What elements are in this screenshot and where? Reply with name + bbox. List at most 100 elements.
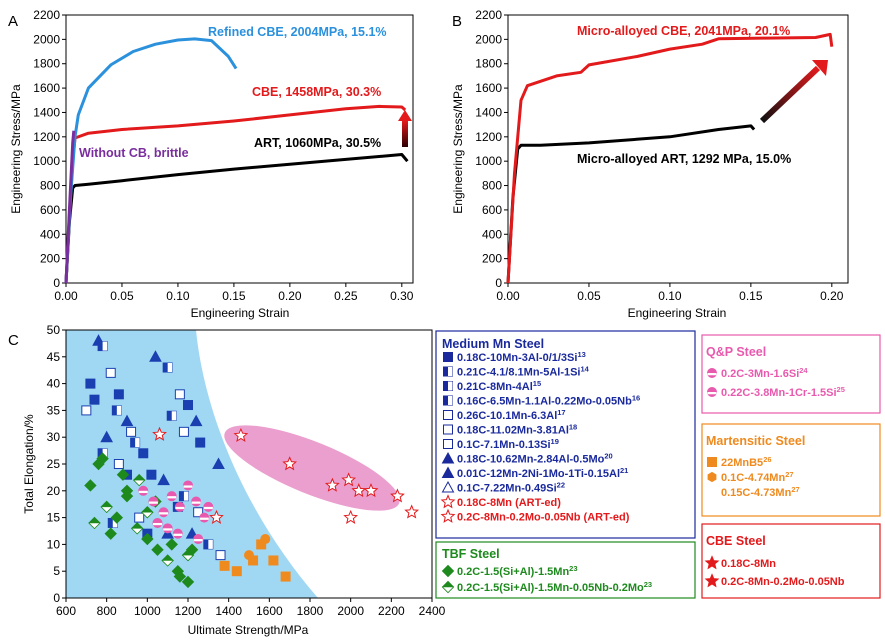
data-point — [105, 367, 116, 378]
x-tick-label: 0.25 — [334, 289, 358, 303]
data-point-half — [163, 528, 173, 531]
data-point-half — [183, 485, 193, 488]
y-tick-label: 800 — [482, 179, 502, 193]
data-point — [390, 488, 405, 503]
data-point — [280, 571, 291, 582]
data-point — [104, 527, 117, 540]
panel-label-a: A — [8, 13, 18, 30]
data-point — [704, 555, 720, 570]
data-point-half — [138, 490, 148, 494]
y-tick-label: 30 — [47, 430, 61, 444]
legend-item-label: 0.2C-1.5(Si+Al)-1.5Mn23 — [457, 564, 578, 579]
x-tick-label: 1200 — [175, 604, 202, 618]
y-tick-label: 0 — [495, 276, 502, 290]
data-point — [441, 451, 455, 464]
y-tick-label: 600 — [40, 203, 60, 217]
data-point-half — [175, 506, 185, 510]
series-line — [506, 32, 834, 284]
y-tick-label: 1200 — [475, 130, 502, 144]
legend-item-label: 0.1C-7.22Mn-0.49Si22 — [457, 480, 565, 495]
data-point — [178, 426, 189, 437]
y-tick-label: 35 — [47, 403, 61, 417]
y-tick-label: 400 — [482, 227, 502, 241]
annotation-refined-cbe: Refined CBE, 2004MPa, 15.1% — [208, 25, 387, 39]
data-point-half — [130, 528, 144, 535]
y-tick-label: 20 — [47, 484, 61, 498]
legend-medium-mn: Medium Mn Steel 0.18C-10Mn-3Al-0/1/3Si13… — [435, 330, 696, 539]
y-tick-label: 1800 — [33, 57, 60, 71]
data-point-half — [193, 539, 203, 542]
data-point — [443, 439, 453, 449]
legend-item-ref: 27 — [785, 470, 793, 479]
legend-item-label: 0.2C-8Mn-0.2Mo-0.05Nb (ART-ed) — [457, 512, 630, 524]
legend-item-label: 0.26C-10.1Mn-6.3Al17 — [457, 408, 566, 423]
legend-item-ref: 25 — [837, 385, 845, 394]
data-point — [113, 459, 124, 469]
data-point-half — [171, 411, 177, 421]
legend-item-label: 0.18C-11.02Mn-3.81Al18 — [457, 422, 577, 437]
data-point-half — [100, 506, 113, 513]
panel-c-series — [81, 334, 420, 589]
y-tick-label: 25 — [47, 457, 61, 471]
panel-c-xlabel: Ultimate Strength/MPa — [188, 623, 309, 637]
data-point — [84, 479, 97, 492]
legend-item-label: 0.22C-3.8Mn-1Cr-1.5Si25 — [721, 385, 845, 400]
data-point — [85, 378, 96, 389]
x-tick-label: 800 — [97, 604, 117, 618]
data-point — [441, 480, 455, 493]
x-tick-label: 1400 — [215, 604, 242, 618]
legend-title-cbe: CBE Steel — [706, 534, 766, 548]
legend-item-ref: 26 — [763, 455, 771, 464]
data-point — [157, 473, 170, 486]
data-point — [193, 507, 204, 518]
data-point-half — [707, 392, 717, 395]
x-tick-label: 0.30 — [390, 289, 414, 303]
data-point — [126, 426, 137, 437]
data-point — [324, 477, 340, 492]
arrow-b — [759, 60, 828, 124]
data-point-half — [173, 533, 183, 536]
panel-b-ylabel: Engineering Stress/MPa — [451, 84, 465, 214]
legend-item-ref: 27 — [791, 485, 799, 494]
legend-item-label: 0.21C-4.1/8.1Mn-5Al-1Si14 — [457, 364, 590, 379]
x-tick-label: 2000 — [337, 604, 364, 618]
legend-item-ref: 22 — [557, 480, 565, 489]
legend-item-label: 22MnB526 — [721, 455, 772, 470]
data-point — [351, 482, 367, 498]
panel-b-series — [506, 32, 834, 284]
data-point — [165, 538, 178, 551]
y-tick-label: 1800 — [475, 57, 502, 71]
legend-item-ref: 23 — [569, 564, 577, 573]
y-tick-label: 1400 — [33, 105, 60, 119]
y-tick-label: 50 — [47, 323, 61, 337]
arrow-a — [398, 110, 412, 147]
legend-item-ref: 20 — [604, 451, 612, 460]
series-line — [64, 104, 407, 284]
data-point — [96, 452, 109, 465]
data-point-half — [112, 518, 118, 528]
data-point-half — [208, 539, 213, 549]
data-point — [343, 509, 359, 524]
legend-item-ref: 21 — [620, 466, 628, 475]
data-point-half — [102, 448, 108, 458]
legend-item-ref: 19 — [551, 437, 559, 446]
y-tick-label: 2200 — [33, 8, 60, 22]
x-tick-label: 0.10 — [658, 289, 682, 303]
data-point-half — [199, 517, 209, 520]
x-tick-label: 0.00 — [54, 289, 78, 303]
data-point-half — [88, 522, 101, 529]
series-line — [64, 130, 76, 284]
data-point — [209, 509, 224, 524]
legend-item-ref: 14 — [581, 364, 590, 373]
data-point — [707, 457, 717, 467]
data-point-half — [707, 373, 717, 376]
data-point — [110, 511, 124, 524]
medium-mn-region — [66, 330, 318, 598]
y-tick-label: 5 — [53, 564, 60, 578]
data-point — [134, 512, 145, 523]
panel-a-series — [64, 37, 409, 284]
legend-title-martensitic: Martensitic Steel — [706, 434, 805, 448]
data-point — [248, 555, 259, 566]
y-tick-label: 1600 — [33, 81, 60, 95]
